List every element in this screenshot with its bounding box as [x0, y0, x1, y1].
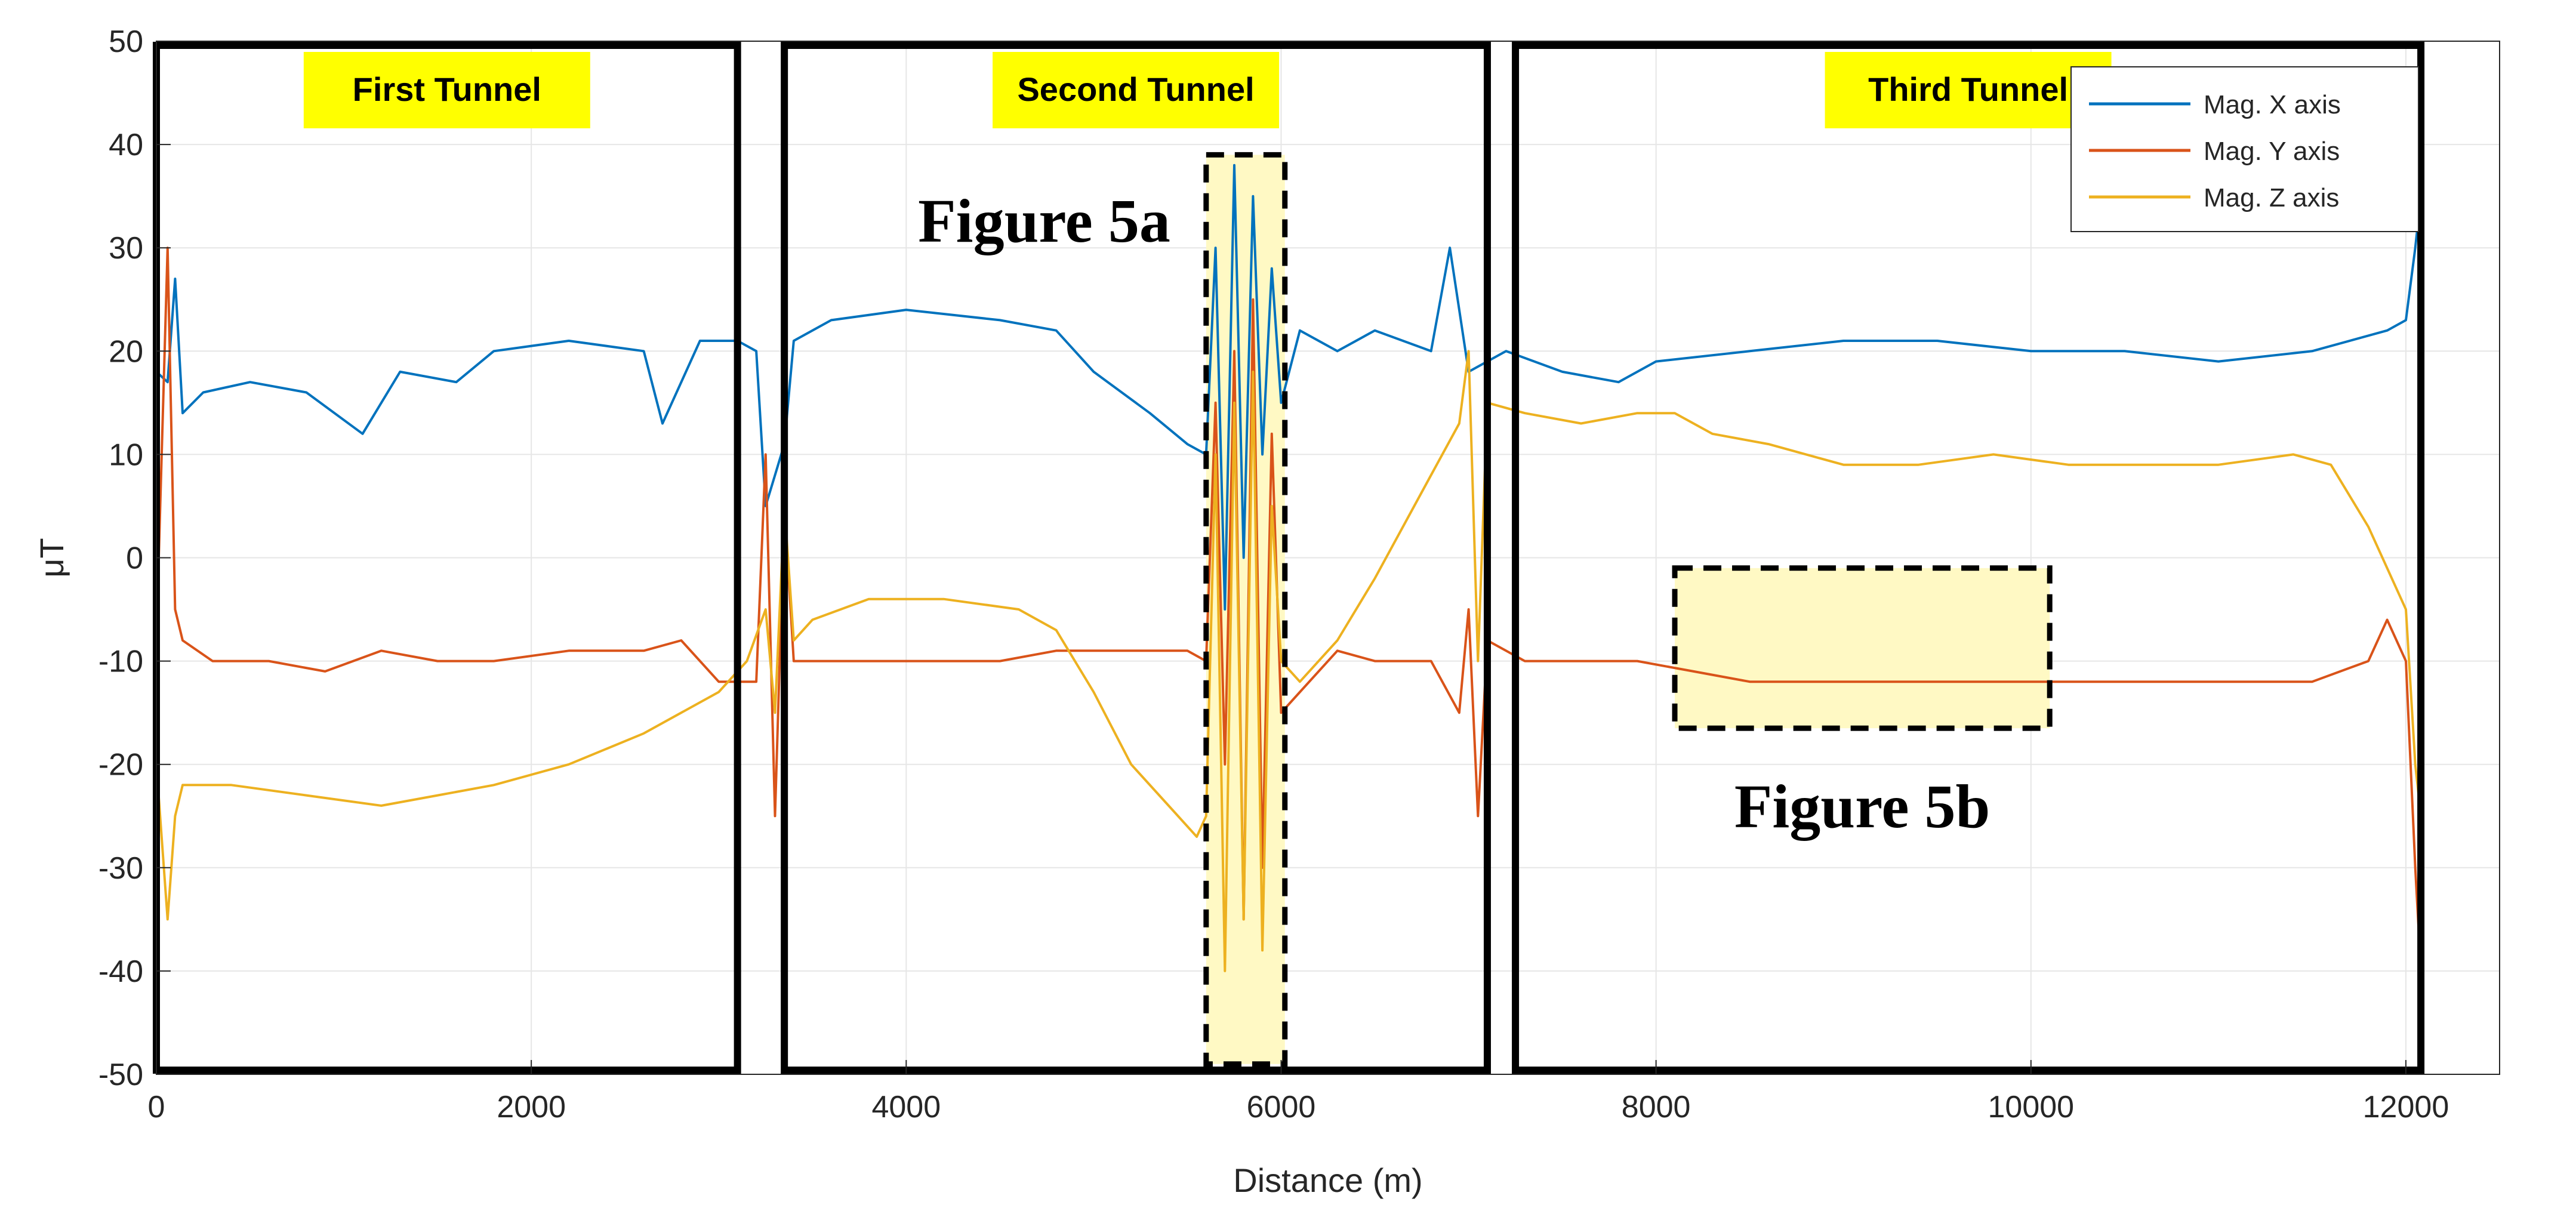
figure-5b-label: Figure 5b: [1734, 772, 1990, 841]
tunnel-label: First Tunnel: [353, 70, 541, 108]
y-tick-label: 30: [109, 231, 143, 266]
highlight-border: [1203, 152, 1288, 1067]
y-tick-label: -40: [98, 954, 143, 989]
x-tick-label: 4000: [871, 1090, 941, 1124]
y-axis-label: μT: [33, 538, 70, 577]
series-line: [155, 350, 2423, 972]
tunnel-label: Third Tunnel: [1868, 70, 2068, 108]
x-tick-label: 6000: [1247, 1090, 1316, 1124]
annotation-labels: First Tunnel Second Tunnel Third Tunnel Fig…: [303, 52, 2112, 841]
series-line: [155, 246, 2423, 972]
tunnel-label-badge: [303, 52, 590, 128]
axis-ticks: 0 2000 4000 6000 8000 10000 12000 -50 -40 -30 -20 -…: [98, 24, 2449, 1124]
y-tick-label: -30: [98, 851, 143, 886]
figure-5a-label: Figure 5a: [918, 187, 1170, 255]
tunnel-boxes: [153, 42, 2425, 1074]
x-tick-label: 0: [148, 1090, 165, 1124]
x-tick-label: 2000: [497, 1090, 566, 1124]
legend-label: Mag. Z axis: [2204, 183, 2339, 212]
y-tick-label: -50: [98, 1058, 143, 1092]
legend: Mag. X axis Mag. Y axis Mag. Z axis: [2070, 66, 2419, 232]
x-tick-label: 10000: [1988, 1090, 2074, 1124]
tunnel-label-badge: [1825, 52, 2112, 128]
highlight-border: [1672, 565, 2053, 731]
tunnel-label-badge: [993, 52, 1280, 128]
tunnel-box: [1512, 42, 2425, 1074]
y-tick-label: -10: [98, 645, 143, 679]
y-tick-label: 20: [109, 334, 143, 369]
tunnel-box: [781, 42, 1491, 1074]
x-tick-label: 12000: [2363, 1090, 2449, 1124]
x-tick-label: 8000: [1622, 1090, 1691, 1124]
y-tick-label: 50: [109, 24, 143, 59]
highlight-fill: [1675, 568, 2050, 729]
y-tick-label: 40: [109, 128, 143, 162]
tunnel-label: Second Tunnel: [1017, 70, 1254, 108]
x-axis-label: Distance (m): [1233, 1161, 1422, 1199]
legend-label: Mag. X axis: [2204, 90, 2341, 119]
series-line: [155, 164, 2423, 611]
series-lines: [155, 164, 2423, 972]
y-tick-label: 0: [126, 541, 143, 576]
legend-label: Mag. Y axis: [2204, 137, 2340, 166]
y-tick-label: 10: [109, 437, 143, 472]
y-tick-label: -20: [98, 748, 143, 782]
